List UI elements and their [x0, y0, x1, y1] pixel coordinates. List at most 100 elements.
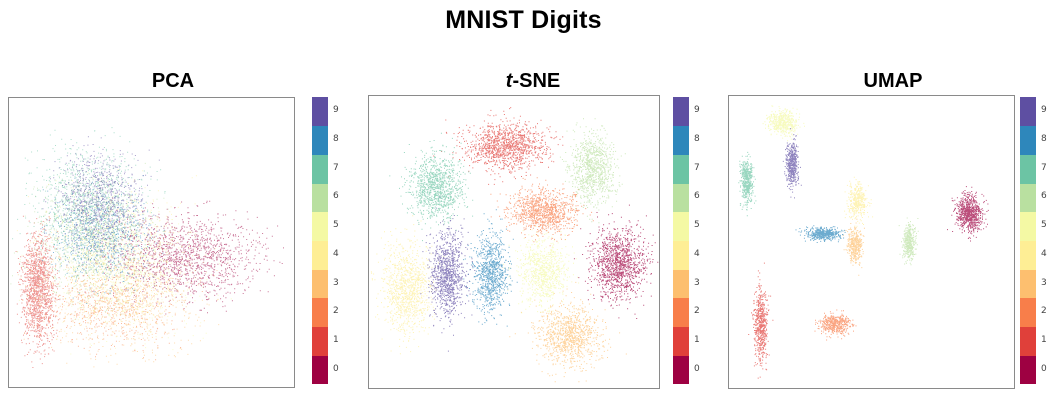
series-digit-6 — [559, 118, 626, 224]
colorbar-tick-label: 6 — [1041, 191, 1047, 202]
colorbar-tick-label: 4 — [333, 248, 339, 259]
colorbar-segment — [673, 154, 689, 184]
scatter-points-digit-3 — [842, 218, 865, 276]
colorbar-tick-label: 2 — [694, 306, 700, 317]
series-digit-0 — [83, 197, 284, 315]
scatter-points-digit-6 — [898, 217, 919, 266]
colorbar-segment — [1020, 183, 1036, 213]
colorbar-segment — [673, 183, 689, 213]
series-digit-6 — [898, 217, 919, 266]
colorbar-segment — [1020, 326, 1036, 356]
series-digit-7 — [738, 151, 757, 217]
series-digit-9 — [420, 196, 476, 352]
colorbar-tick-label: 4 — [1041, 248, 1047, 259]
colorbar-tick-label: 8 — [333, 134, 339, 145]
colorbar-tick-label: 6 — [333, 191, 339, 202]
colorbar-segment — [312, 269, 328, 299]
series-digit-8 — [795, 225, 846, 243]
series-digit-4 — [370, 215, 445, 355]
colorbar-segment — [1020, 154, 1036, 184]
colorbar-tick-label: 3 — [333, 277, 339, 288]
colorbar-tick-label: 9 — [333, 105, 339, 116]
colorbar-segment — [1020, 297, 1036, 328]
umap-scatter-svg — [738, 105, 989, 379]
colorbar-tick-label: 2 — [333, 306, 339, 317]
series-digit-2 — [490, 177, 594, 247]
figure-title: MNIST Digits — [445, 6, 602, 34]
scatter-points-digit-7 — [738, 151, 757, 217]
series-digit-3 — [509, 281, 627, 383]
scatter-points-digit-1 — [433, 107, 564, 185]
series-digit-4 — [844, 176, 874, 233]
colorbar-tick-label: 8 — [694, 134, 700, 145]
series-digit-1 — [433, 107, 564, 185]
colorbar-tick-label: 9 — [694, 105, 700, 116]
series-digit-5 — [762, 105, 805, 142]
colorbar-tick-label: 8 — [1041, 134, 1047, 145]
series-digit-8 — [463, 209, 518, 327]
scatter-points-digit-2 — [490, 177, 594, 247]
scatter-points-digit-0 — [947, 186, 989, 242]
colorbar-tick-label: 5 — [1041, 220, 1047, 231]
colorbar-segment — [312, 97, 328, 127]
colorbar-segment — [1020, 211, 1036, 241]
panel-title-prefix: t — [505, 70, 513, 92]
scatter-points-digit-3 — [509, 281, 627, 383]
panel-title-umap: UMAP — [748, 70, 1038, 93]
colorbar-segment — [673, 269, 689, 299]
scatter-points-digit-5 — [762, 105, 805, 142]
colorbar-tick-label: 7 — [333, 162, 339, 173]
scatter-points-digit-4 — [370, 215, 445, 355]
scatter-points-digit-6 — [559, 118, 626, 224]
scatter-points-digit-9 — [40, 136, 162, 273]
colorbar-tick-label: 7 — [694, 162, 700, 173]
panel-title-tsne: t-SNE — [388, 70, 678, 93]
colorbar-tick-label: 0 — [333, 363, 339, 374]
colorbar-segment — [673, 355, 689, 385]
pca-scatter-svg — [10, 127, 284, 368]
colorbar-segment — [312, 125, 328, 155]
pca-colorbar: 0 1 2 3 4 5 6 7 8 9 — [312, 97, 339, 385]
colorbar-segment — [1020, 355, 1036, 385]
scatter-points-digit-1 — [748, 262, 774, 379]
colorbar-segment — [312, 297, 328, 328]
series-digit-0 — [573, 204, 659, 319]
colorbar-tick-label: 6 — [694, 191, 700, 202]
colorbar-segment — [312, 326, 328, 356]
colorbar-segment — [1020, 269, 1036, 299]
colorbar-tick-label: 2 — [1041, 306, 1047, 317]
series-digit-7 — [389, 132, 474, 242]
scatter-points-digit-0 — [83, 197, 284, 315]
colorbar-tick-label: 7 — [1041, 162, 1047, 173]
series-digit-1 — [748, 262, 774, 379]
colorbar-segment — [312, 154, 328, 184]
tsne-scatter-plot — [368, 95, 660, 389]
tsne-scatter-svg — [370, 107, 659, 383]
series-digit-9 — [40, 136, 162, 273]
scatter-points-digit-9 — [420, 196, 476, 352]
colorbar-segment — [312, 183, 328, 213]
colorbar-segment — [312, 240, 328, 270]
series-digit-2 — [814, 309, 857, 341]
colorbar-segment — [673, 297, 689, 328]
scatter-points-digit-9 — [782, 128, 802, 199]
scatter-points-digit-5 — [503, 223, 580, 320]
colorbar-segment — [673, 125, 689, 155]
colorbar-tick-label: 4 — [694, 248, 700, 259]
colorbar-segment — [1020, 125, 1036, 155]
colorbar-tick-label: 3 — [694, 277, 700, 288]
colorbar-segment — [1020, 240, 1036, 270]
tsne-colorbar: 0 1 2 3 4 5 6 7 8 9 — [673, 97, 700, 385]
umap-scatter-plot — [728, 95, 1015, 389]
scatter-points-digit-2 — [814, 309, 857, 341]
scatter-points-digit-7 — [389, 132, 474, 242]
colorbar-tick-label: 1 — [1041, 334, 1047, 345]
series-digit-5 — [503, 223, 580, 320]
pca-scatter-plot — [8, 97, 295, 388]
colorbar-tick-label: 9 — [1041, 105, 1047, 116]
colorbar-tick-label: 5 — [694, 220, 700, 231]
series-digit-3 — [842, 218, 865, 276]
umap-colorbar: 0 1 2 3 4 5 6 7 8 9 — [1020, 97, 1047, 385]
panel-title-pca: PCA — [28, 70, 318, 93]
panel-title-main: UMAP — [863, 70, 923, 92]
